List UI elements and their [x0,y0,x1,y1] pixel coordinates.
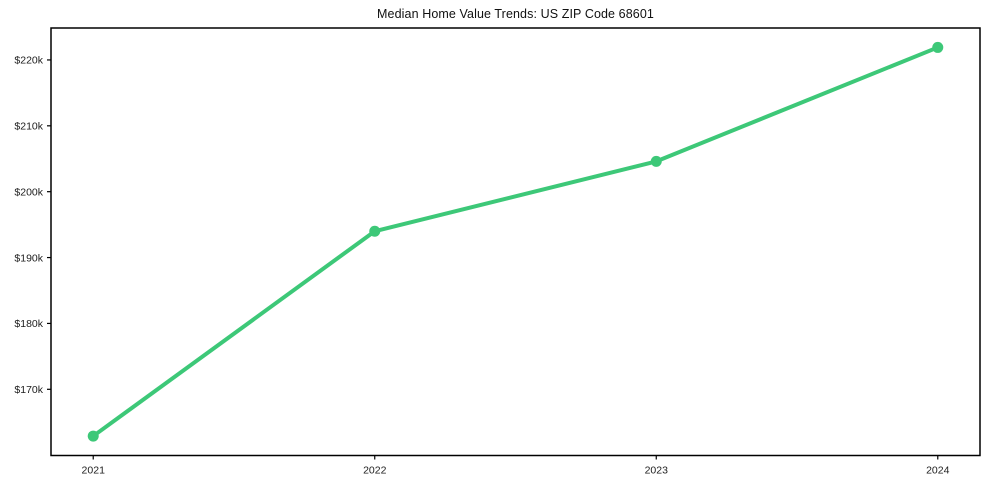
y-tick-label: $170k [14,384,43,396]
x-tick-label: 2024 [926,465,950,477]
y-tick-label: $190k [14,252,43,264]
x-tick-label: 2023 [645,465,669,477]
chart-title: Median Home Value Trends: US ZIP Code 68… [377,7,654,21]
data-point-2024 [932,41,944,53]
x-tick-label: 2022 [363,465,387,477]
y-tick-label: $180k [14,318,43,330]
data-point-2021 [87,430,99,442]
y-tick-label: $220k [14,55,43,67]
y-tick-label: $200k [14,186,43,198]
x-tick-label: 2021 [82,465,106,477]
data-point-2023 [650,155,662,167]
y-tick-label: $210k [14,121,43,133]
plot-border [50,27,981,457]
data-point-2022 [369,225,381,237]
trend-line [91,45,940,439]
